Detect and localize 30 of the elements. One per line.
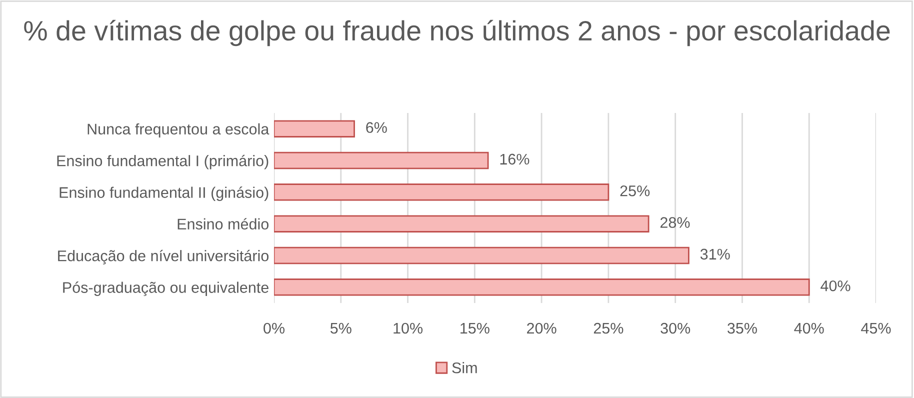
data-label: 31% (700, 248, 730, 260)
y-tick-label: Nunca frequentou a escola (88, 123, 270, 138)
x-tick-label: 45% (861, 322, 891, 334)
data-label: 25% (620, 185, 650, 196)
data-label: 6% (366, 122, 387, 133)
y-tick-label: Pós-graduação ou equivalente (63, 282, 268, 296)
bar (274, 152, 489, 170)
x-tick-label: 0% (264, 322, 284, 334)
data-label: 28% (660, 217, 690, 228)
bar (274, 278, 810, 296)
x-tick-label: 25% (594, 322, 624, 334)
data-label: 16% (500, 154, 530, 165)
x-tick-label: 30% (660, 322, 690, 334)
bar (274, 184, 610, 201)
y-tick-label: Educação de nível universitário (58, 250, 269, 264)
x-tick-label: 5% (330, 322, 352, 334)
x-tick-label: 35% (728, 322, 757, 334)
chart-title: % de vítimas de golpe ou fraude nos últimos 2 anos - por escolaridade (24, 20, 890, 46)
x-tick-label: 20% (527, 322, 556, 334)
bar (274, 120, 355, 138)
x-tick-label: 15% (460, 322, 490, 334)
x-tick-label: 40% (794, 322, 824, 334)
bar (274, 246, 690, 264)
data-label: 40% (820, 280, 850, 292)
legend-label: Sim (452, 362, 477, 374)
y-tick-label: Ensino médio (178, 218, 269, 230)
y-tick-label: Ensino fundamental II (ginásio) (60, 186, 268, 201)
x-tick-label: 10% (394, 322, 423, 334)
y-tick-label: Ensino fundamental I (primário) (57, 154, 268, 170)
bar (274, 215, 650, 232)
